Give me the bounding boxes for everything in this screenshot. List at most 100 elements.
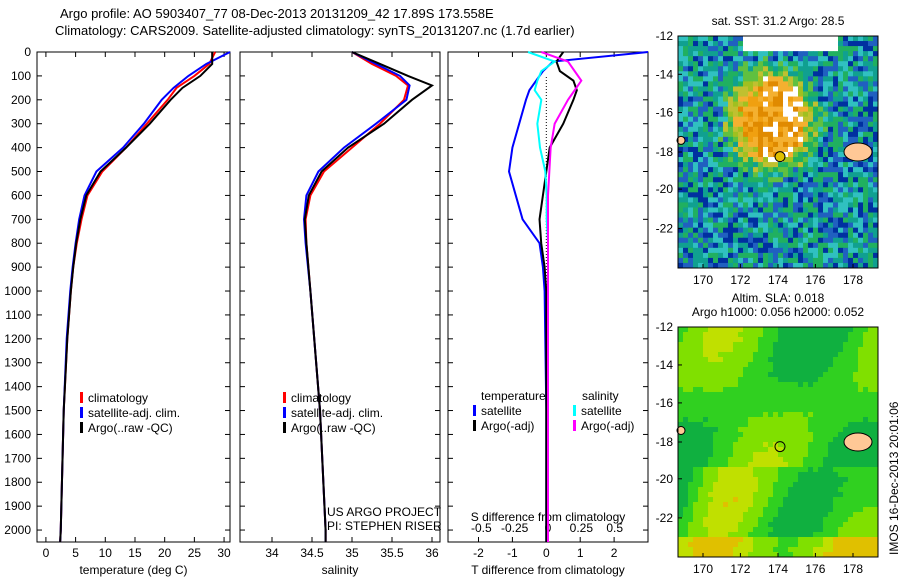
map-cell (743, 357, 749, 363)
map-cell (788, 61, 794, 67)
map-cell (813, 257, 819, 264)
map-cell (828, 412, 834, 418)
map-cell (823, 111, 829, 118)
map-cell (828, 387, 834, 393)
map-cell (763, 422, 769, 428)
map-cell (683, 547, 689, 553)
map-cell (803, 76, 809, 82)
map-cell (753, 517, 759, 523)
map-cell (678, 46, 684, 52)
map-cell (828, 36, 834, 42)
map-cell (678, 497, 684, 503)
map-cell (873, 207, 879, 214)
map-cell (688, 332, 694, 338)
map-cell (698, 522, 704, 528)
map-cell (708, 242, 714, 249)
map-cell (813, 357, 819, 363)
map-cell (793, 412, 799, 418)
map-cell (833, 542, 839, 548)
map-cell (833, 437, 839, 443)
map-cell (748, 146, 754, 153)
title-line-1: Argo profile: AO 5903407_77 08-Dec-2013 … (60, 6, 494, 21)
map-cell (733, 96, 739, 103)
map-cell (763, 537, 769, 543)
sst-map-title: sat. SST: 31.2 Argo: 28.5 (712, 14, 845, 28)
map-cell (873, 51, 879, 57)
map-cell (683, 457, 689, 463)
map-cell (708, 71, 714, 77)
map-cell (703, 162, 709, 168)
map-cell (783, 172, 789, 178)
map-cell (803, 116, 809, 123)
map-cell (873, 116, 879, 123)
map-cell (838, 197, 844, 203)
map-cell (758, 192, 764, 198)
map-cell (788, 167, 794, 173)
map-cell (823, 362, 829, 368)
map-cell (683, 187, 689, 193)
map-cell (693, 487, 699, 493)
map-cell (738, 81, 744, 87)
map-cell (803, 382, 809, 388)
map-cell (838, 347, 844, 353)
map-cell (768, 392, 774, 398)
map-cell (863, 342, 869, 348)
map-cell (828, 377, 834, 383)
map-cell (763, 397, 769, 403)
map-cell (813, 502, 819, 508)
map-cell (823, 417, 829, 423)
map-cell (803, 537, 809, 543)
map-cell (843, 422, 849, 428)
map-cell (743, 542, 749, 548)
map-cell (743, 106, 749, 113)
map-cell (718, 442, 724, 448)
map-cell (833, 382, 839, 388)
map-cell (818, 131, 824, 138)
map-cell (783, 41, 789, 47)
map-cell (768, 337, 774, 343)
map-cell (733, 46, 739, 52)
map-cell (703, 342, 709, 348)
map-cell (758, 422, 764, 428)
map-cell (843, 332, 849, 338)
map-cell (713, 66, 719, 72)
map-cell (683, 61, 689, 67)
map-cell (838, 222, 844, 229)
map-cell (713, 46, 719, 52)
map-cell (843, 407, 849, 413)
map-cell (738, 252, 744, 259)
map-cell (718, 131, 724, 138)
map-cell (693, 242, 699, 249)
map-cell (748, 507, 754, 513)
map-cell (813, 96, 819, 103)
map-cell (843, 337, 849, 343)
map-cell (718, 177, 724, 183)
map-cell (868, 397, 874, 403)
map-cell (763, 222, 769, 229)
map-cell (823, 106, 829, 113)
map-cell (718, 197, 724, 203)
map-cell (778, 462, 784, 468)
map-cell (828, 41, 834, 47)
map-cell (853, 232, 859, 239)
map-cell (713, 457, 719, 463)
map-cell (868, 362, 874, 368)
map-cell (798, 76, 804, 82)
map-cell (733, 111, 739, 118)
map-cell (828, 362, 834, 368)
map-cell (873, 527, 879, 533)
map-cell (783, 332, 789, 338)
map-cell (708, 51, 714, 57)
map-cell (713, 126, 719, 133)
map-cell (853, 212, 859, 219)
map-cell (873, 537, 879, 543)
map-cell (818, 472, 824, 478)
map-cell (868, 51, 874, 57)
map-cell (683, 502, 689, 508)
map-cell (683, 141, 689, 148)
map-cell (793, 502, 799, 508)
map-cell (813, 517, 819, 523)
map-cell (843, 222, 849, 229)
map-cell (873, 71, 879, 77)
map-cell (738, 212, 744, 219)
